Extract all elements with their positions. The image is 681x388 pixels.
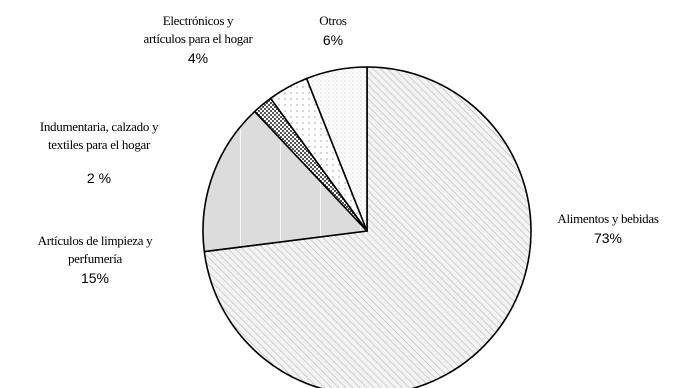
slice-category-label: Otros: [319, 13, 347, 28]
pie-slice: [305, 66, 368, 232]
slice-value-label: 4%: [187, 50, 209, 66]
slice-category-label: artículos para el hogar: [143, 31, 253, 46]
slice-value-label: 2 %: [86, 170, 112, 186]
slice-label: Otros 6%: [319, 12, 347, 50]
slice-label: Indumentaria, calzado y textiles para el …: [39, 118, 159, 188]
slice-category-label: Indumentaria, calzado y: [39, 119, 159, 134]
slice-value-label: 15%: [80, 270, 110, 286]
slice-category-label: Alimentos y bebidas: [557, 211, 659, 226]
slice-value-label: 6%: [322, 32, 344, 48]
slice-category-label: textiles para el hogar: [47, 137, 151, 152]
slice-label: Artículos de limpieza y perfumería 15%: [38, 232, 153, 288]
pie-slice: [202, 110, 368, 253]
slice-category-label: perfumería: [67, 251, 123, 266]
slice-label: Alimentos y bebidas 73%: [557, 210, 658, 248]
slice-label: Electrónicos y artículos para el hogar 4%: [144, 12, 253, 68]
slice-category-label: Electrónicos y: [162, 13, 234, 28]
slice-category-label: Artículos de limpieza y: [37, 233, 153, 248]
slice-value-label: 73%: [593, 230, 623, 246]
